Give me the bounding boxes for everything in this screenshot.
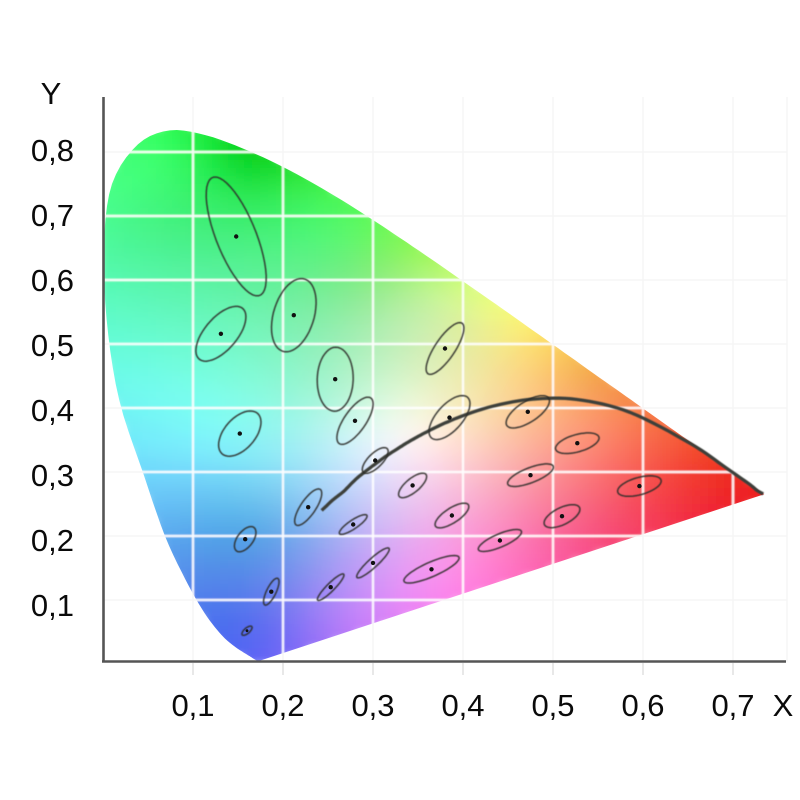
svg-text:0,8: 0,8: [31, 133, 74, 168]
svg-text:0,1: 0,1: [171, 688, 214, 723]
svg-text:Y: Y: [41, 76, 62, 111]
svg-text:0,7: 0,7: [31, 198, 74, 233]
svg-text:0,5: 0,5: [531, 688, 574, 723]
svg-text:0,2: 0,2: [31, 523, 74, 558]
svg-text:0,4: 0,4: [441, 688, 484, 723]
svg-text:0,1: 0,1: [31, 588, 74, 623]
svg-text:0,4: 0,4: [31, 393, 74, 428]
svg-text:0,3: 0,3: [351, 688, 394, 723]
svg-text:0,2: 0,2: [261, 688, 304, 723]
svg-text:X: X: [773, 688, 794, 723]
svg-text:0,3: 0,3: [31, 458, 74, 493]
svg-text:0,6: 0,6: [31, 263, 74, 298]
svg-text:0,6: 0,6: [621, 688, 664, 723]
svg-text:0,5: 0,5: [31, 328, 74, 363]
svg-text:0,7: 0,7: [711, 688, 754, 723]
